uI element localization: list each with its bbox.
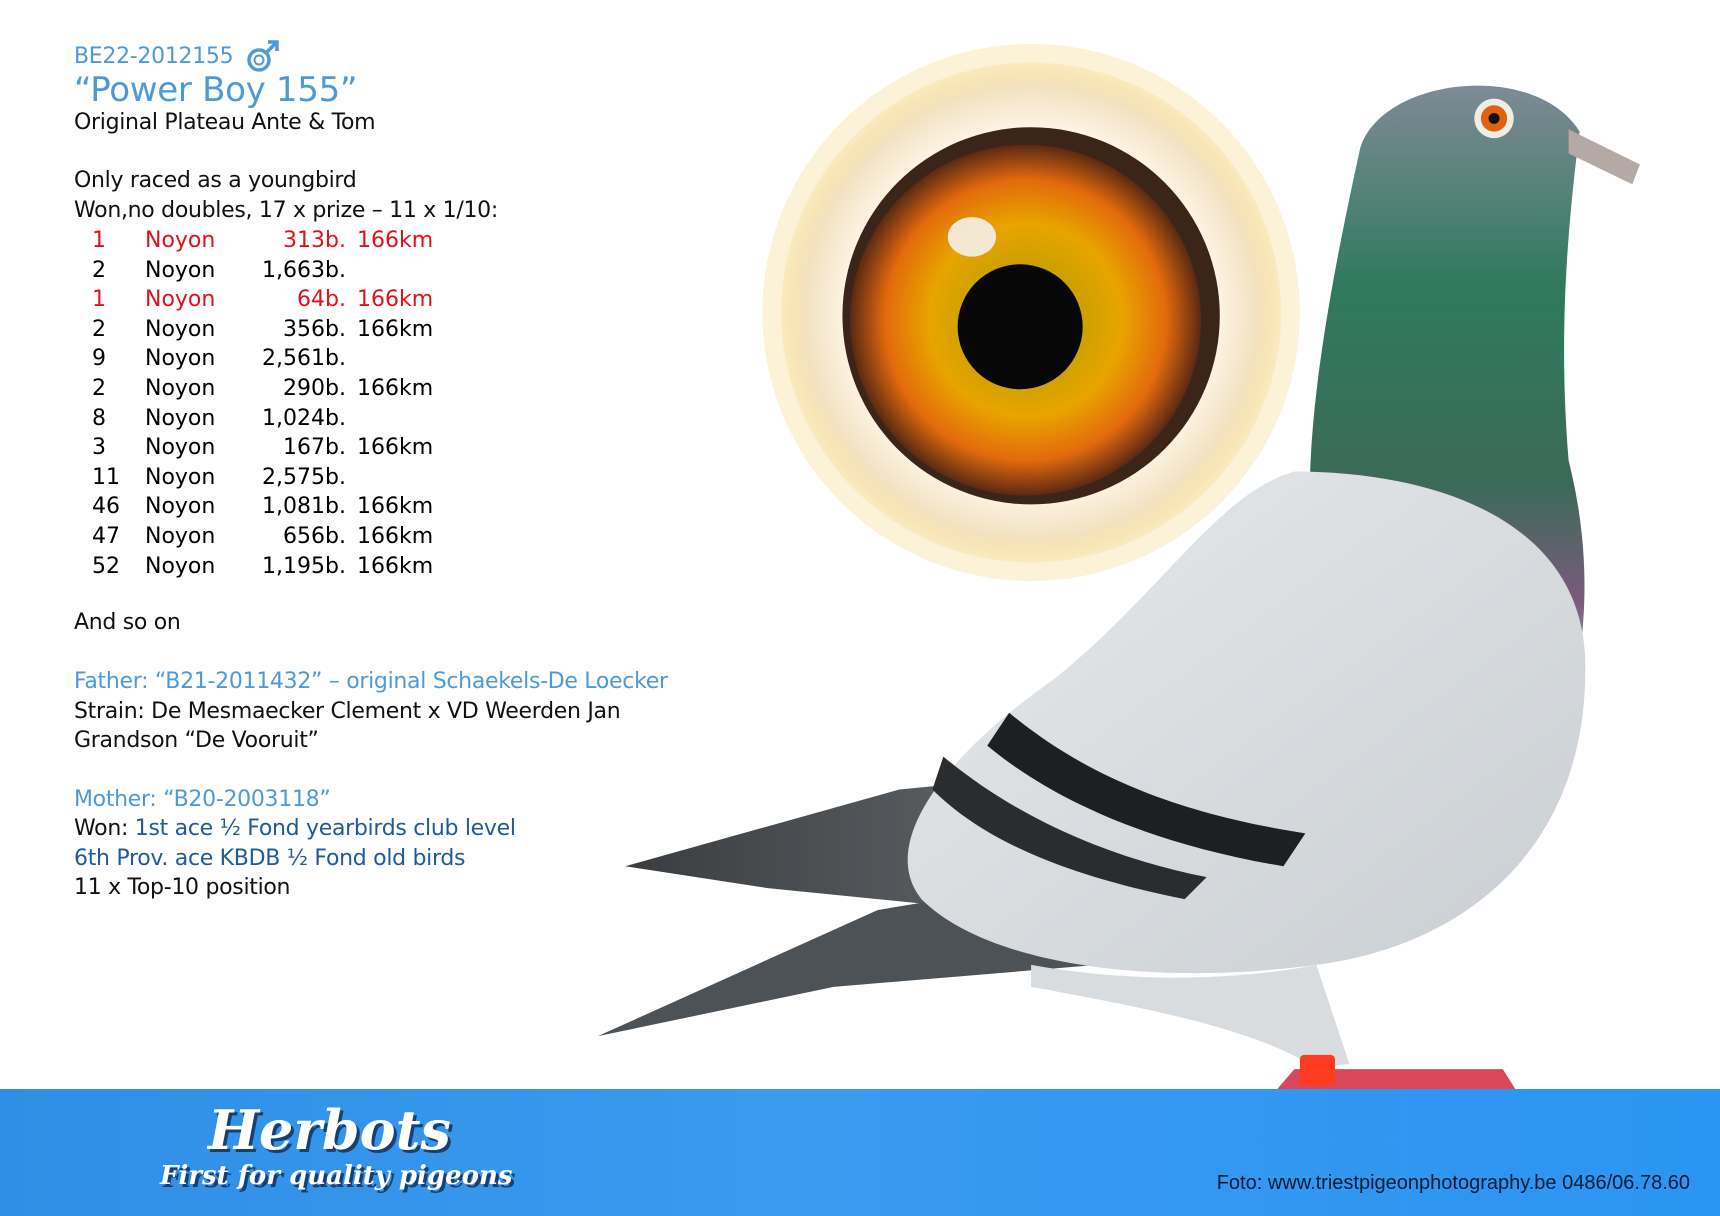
result-birds: 1,081b. xyxy=(262,494,346,520)
ring-number-line: BE22-2012155 xyxy=(74,38,281,74)
result-km: 166km xyxy=(357,376,434,401)
ring-number: BE22-2012155 xyxy=(74,43,234,69)
result-row: 2 Noyon 1,663b. xyxy=(74,258,474,288)
won-achievement-1: 1st ace ½ Fond yearbirds club level xyxy=(134,816,516,841)
result-birds: 2,575b. xyxy=(262,464,346,490)
result-km: 166km xyxy=(357,553,434,579)
result-place: Noyon xyxy=(145,553,216,579)
result-rank: 3 xyxy=(92,435,106,461)
result-km: 166km xyxy=(357,494,434,520)
logo-tagline: First for quality pigeons xyxy=(160,1161,513,1191)
father-title: Father: “B21-2011432” – original Schaeke… xyxy=(74,669,668,694)
result-birds: 167b. xyxy=(283,435,346,461)
male-symbol-icon xyxy=(247,40,280,72)
result-rank: 2 xyxy=(92,257,106,283)
result-rank: 46 xyxy=(92,494,120,520)
mother-title: Mother: “B20-2003118” xyxy=(74,787,331,812)
result-place: Noyon xyxy=(145,228,216,253)
result-row: 2 Noyon 356b. 166km xyxy=(74,317,474,347)
herbots-logo: Herbots First for quality pigeons xyxy=(160,1100,513,1192)
result-birds: 1,195b. xyxy=(262,553,346,579)
result-km: 166km xyxy=(357,228,434,253)
result-rank: 9 xyxy=(92,346,106,372)
results-intro-2: Won,no doubles, 17 x prize – 11 x 1/10: xyxy=(74,198,498,223)
result-place: Noyon xyxy=(145,524,216,549)
result-row: 3 Noyon 167b. 166km xyxy=(74,435,474,465)
result-rank: 8 xyxy=(92,405,106,431)
result-km: 166km xyxy=(357,316,434,342)
result-place: Noyon xyxy=(145,494,216,520)
result-birds: 290b. xyxy=(283,376,346,401)
won-achievement-2: 6th Prov. ace KBDB ½ Fond old birds xyxy=(74,846,466,871)
result-birds: 356b. xyxy=(283,316,346,342)
result-place: Noyon xyxy=(145,464,216,490)
won-label: Won: xyxy=(74,816,135,841)
top10-count: 11 x Top-10 position xyxy=(74,875,291,900)
result-place: Noyon xyxy=(145,435,216,461)
result-row: 46 Noyon 1,081b. 166km xyxy=(74,494,474,524)
result-birds: 1,663b. xyxy=(262,257,346,283)
result-birds: 64b. xyxy=(297,287,346,313)
result-km: 166km xyxy=(357,287,434,313)
result-rank: 1 xyxy=(92,287,106,313)
eye-closeup xyxy=(762,43,1300,582)
result-row: 11 Noyon 2,575b. xyxy=(74,465,474,495)
result-rank: 52 xyxy=(92,553,120,579)
result-rank: 2 xyxy=(92,376,106,401)
result-place: Noyon xyxy=(145,257,216,283)
result-rank: 2 xyxy=(92,316,106,342)
result-place: Noyon xyxy=(145,346,216,372)
logo-name: Herbots xyxy=(208,1098,451,1162)
origin: Original Plateau Ante & Tom xyxy=(74,110,376,135)
result-birds: 313b. xyxy=(283,228,346,253)
father-strain: Strain: De Mesmaecker Clement x VD Weerd… xyxy=(74,699,621,724)
result-birds: 656b. xyxy=(283,524,346,549)
result-place: Noyon xyxy=(145,376,216,401)
result-place: Noyon xyxy=(145,405,216,431)
results-outro: And so on xyxy=(74,610,181,635)
result-km: 166km xyxy=(357,435,434,461)
result-rank: 11 xyxy=(92,464,120,490)
result-row: 2 Noyon 290b. 166km xyxy=(74,376,474,406)
mother-won-line: Won: 1st ace ½ Fond yearbirds club level xyxy=(74,816,516,841)
result-row: 9 Noyon 2,561b. xyxy=(74,346,474,376)
results-intro-1: Only raced as a youngbird xyxy=(74,168,357,193)
result-birds: 2,561b. xyxy=(262,346,346,372)
result-km: 166km xyxy=(357,524,434,549)
result-place: Noyon xyxy=(145,316,216,342)
result-row: 1 Noyon 313b. 166km xyxy=(74,228,474,258)
result-row: 1 Noyon 64b. 166km xyxy=(74,287,474,317)
pigeon-name: “Power Boy 155” xyxy=(74,70,358,110)
result-row: 8 Noyon 1,024b. xyxy=(74,406,474,436)
result-rank: 1 xyxy=(92,228,106,253)
result-row: 47 Noyon 656b. 166km xyxy=(74,524,474,554)
result-rank: 47 xyxy=(92,524,120,549)
photo-credit: Foto: www.triestpigeonphotography.be 048… xyxy=(1216,1172,1690,1194)
result-place: Noyon xyxy=(145,287,216,313)
father-grandson: Grandson “De Vooruit” xyxy=(74,728,319,753)
footer-band xyxy=(0,1089,1720,1216)
result-birds: 1,024b. xyxy=(262,405,346,431)
result-row: 52 Noyon 1,195b. 166km xyxy=(74,554,474,584)
